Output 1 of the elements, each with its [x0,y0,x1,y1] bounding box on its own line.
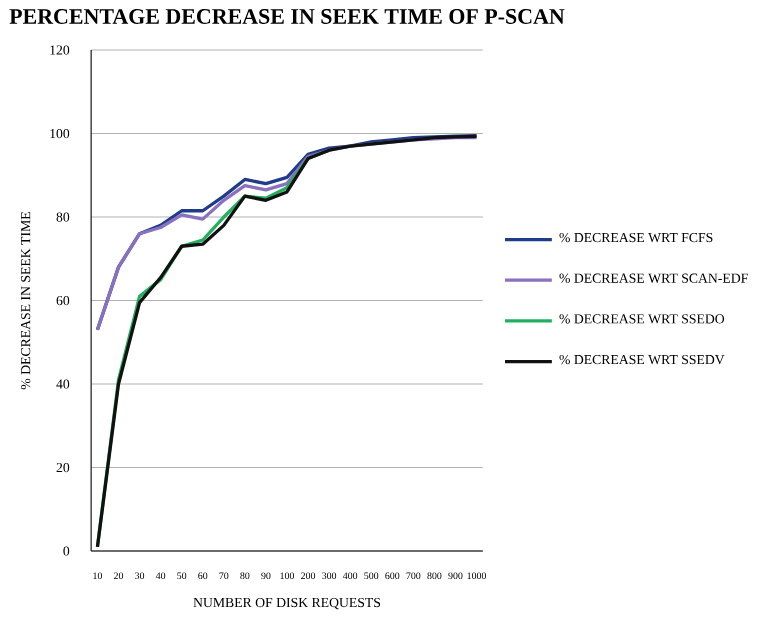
chart-title: PERCENTAGE DECREASE IN SEEK TIME OF P-SCAN [9,8,565,24]
